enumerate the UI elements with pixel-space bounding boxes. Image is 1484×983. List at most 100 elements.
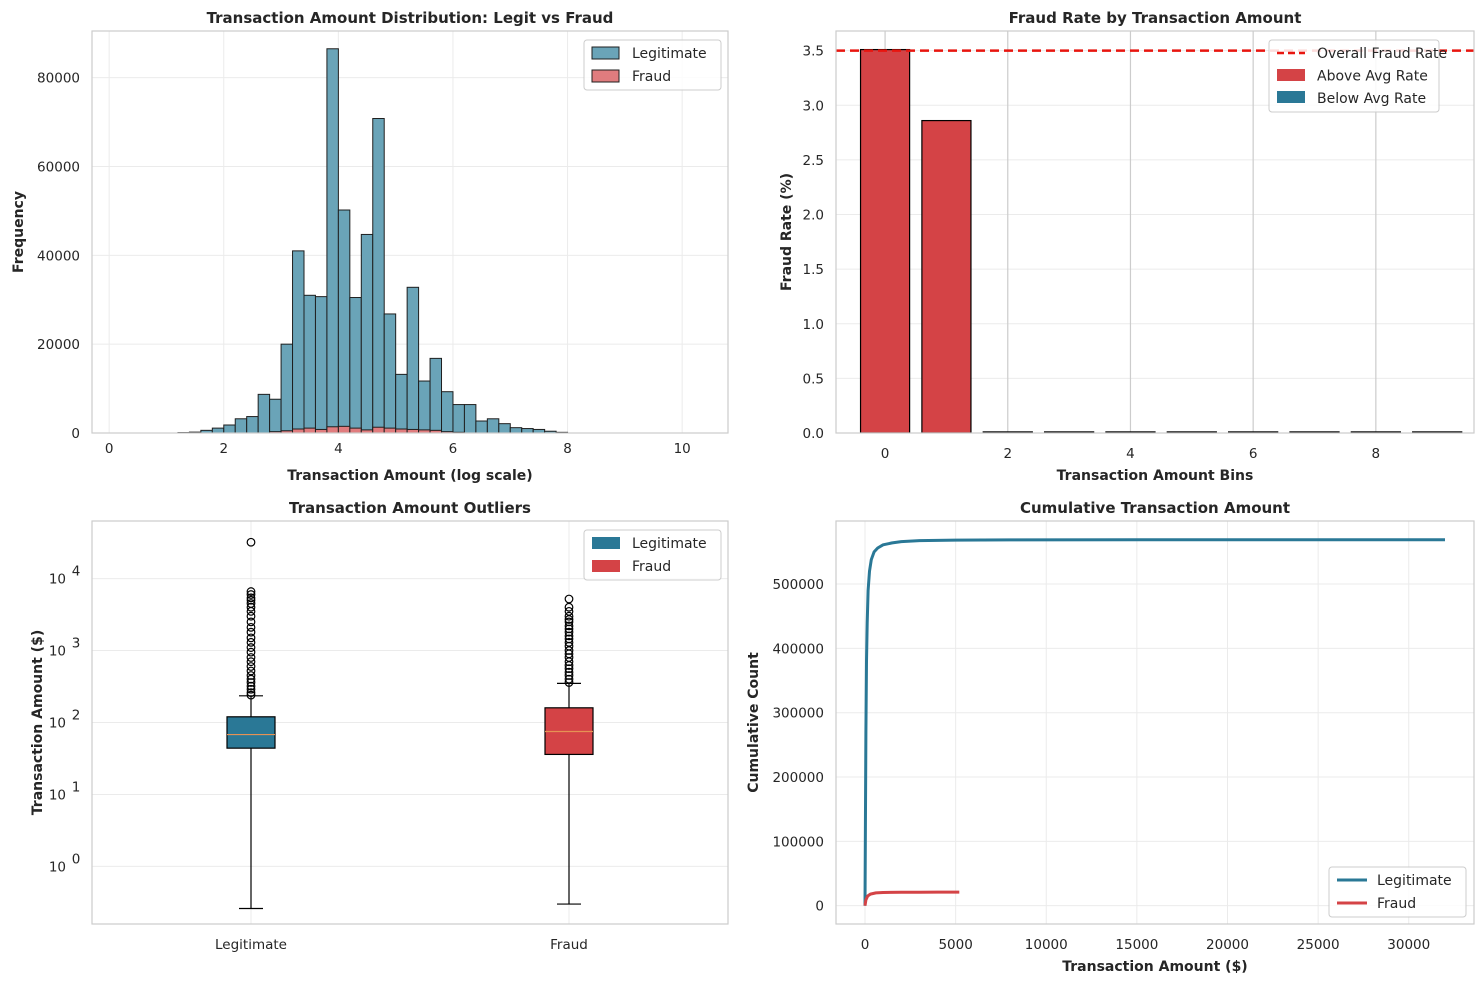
x-tick-label: 6 bbox=[449, 441, 458, 457]
y-tick-label: 10 bbox=[49, 716, 66, 732]
outlier-point bbox=[564, 678, 574, 687]
outlier-point bbox=[564, 594, 574, 604]
y-tick-label: 40000 bbox=[37, 248, 80, 264]
hist-bar-fraud bbox=[337, 425, 351, 433]
outlier-point bbox=[564, 653, 574, 662]
legend-swatch bbox=[591, 69, 620, 83]
y-tick-label: 10 bbox=[49, 787, 66, 803]
y-tick-label: 80000 bbox=[37, 71, 80, 87]
outlier-point bbox=[564, 674, 574, 684]
outlier-point bbox=[246, 633, 256, 643]
legend-swatch bbox=[1277, 91, 1305, 103]
cumulative-line-fraud bbox=[863, 890, 960, 906]
legend-swatch bbox=[592, 537, 620, 549]
legend-swatch bbox=[591, 46, 620, 60]
outlier-point bbox=[246, 681, 256, 691]
x-tick-label: 0 bbox=[881, 446, 890, 462]
y-tick-label: 0 bbox=[71, 426, 80, 442]
hist-bar-legitimate bbox=[246, 416, 259, 433]
legend-label: Below Avg Rate bbox=[1317, 91, 1426, 107]
y-tick-label: 1.5 bbox=[803, 262, 824, 278]
outlier-point bbox=[246, 590, 256, 599]
hist-bar-fraud bbox=[372, 426, 385, 433]
y-tick-label: 10 bbox=[49, 572, 66, 588]
outlier-point bbox=[246, 627, 256, 637]
y-tick-label: 400000 bbox=[772, 641, 824, 657]
series-lines bbox=[863, 538, 1445, 906]
outlier-point bbox=[564, 671, 574, 680]
iqr-box bbox=[226, 716, 276, 749]
outlier-point bbox=[564, 664, 574, 674]
hist-bar-legitimate bbox=[326, 48, 339, 433]
hist-bar-legitimate bbox=[292, 250, 305, 433]
y-axis-label: Transaction Amount ($) bbox=[30, 630, 46, 815]
y-tick-label: 500000 bbox=[772, 577, 824, 593]
x-tick-label: Legitimate bbox=[215, 937, 287, 953]
x-axis-label: Transaction Amount ($) bbox=[1062, 959, 1247, 975]
hist-bar-fraud bbox=[349, 427, 362, 433]
hist-bar-fraud bbox=[303, 427, 316, 433]
hist-bar-legitimate bbox=[211, 427, 225, 433]
x-tick-label: 2 bbox=[219, 441, 228, 457]
y-tick-label: 10 bbox=[49, 644, 66, 660]
y-tick-label: 2.0 bbox=[803, 208, 824, 224]
legend-label: Above Avg Rate bbox=[1317, 69, 1428, 85]
hist-bar-legitimate bbox=[314, 296, 328, 433]
fraud-rate-bar bbox=[921, 119, 972, 433]
hist-bar-legitimate bbox=[280, 343, 294, 433]
hist-bar-legitimate bbox=[452, 404, 465, 433]
hist-bar-legitimate bbox=[383, 313, 397, 433]
axes-frame bbox=[91, 520, 729, 925]
x-tick-label: 20000 bbox=[1206, 937, 1249, 953]
bars bbox=[177, 48, 569, 433]
y-axis-label: Frequency bbox=[11, 191, 27, 273]
x-tick-label: Fraud bbox=[550, 937, 588, 953]
axes-frame bbox=[835, 30, 1475, 434]
y-tick-exponent: 2 bbox=[72, 708, 81, 724]
outlier-point bbox=[564, 631, 574, 641]
legend-label: Legitimate bbox=[1377, 873, 1452, 889]
y-tick-label: 100000 bbox=[772, 834, 824, 850]
legend-label: Legitimate bbox=[632, 536, 707, 552]
hist-bar-legitimate bbox=[418, 380, 431, 433]
outlier-point bbox=[246, 622, 256, 632]
y-tick-label: 200000 bbox=[772, 770, 824, 786]
hist-bar-legitimate bbox=[269, 398, 282, 433]
y-axis-label: Fraud Rate (%) bbox=[779, 173, 795, 291]
hist-bar-legitimate bbox=[429, 357, 443, 433]
y-tick-exponent: 1 bbox=[72, 779, 81, 795]
outlier-point bbox=[564, 617, 574, 627]
hist-bar-legitimate bbox=[372, 118, 385, 433]
outlier-point bbox=[564, 621, 574, 631]
outlier-point bbox=[564, 634, 574, 644]
x-tick-label: 25000 bbox=[1297, 937, 1340, 953]
x-tick-label: 10000 bbox=[1025, 937, 1068, 953]
y-tick-label: 10 bbox=[49, 859, 66, 875]
x-axis-label: Transaction Amount Bins bbox=[1057, 468, 1254, 484]
x-tick-label: 4 bbox=[1126, 446, 1135, 462]
x-tick-label: 5000 bbox=[938, 937, 972, 953]
box-legitimate bbox=[226, 537, 276, 910]
outlier-point bbox=[246, 587, 256, 596]
y-tick-label: 300000 bbox=[772, 706, 824, 722]
x-tick-label: 8 bbox=[563, 441, 572, 457]
fraud-rate-panel: 0.0 0.5 1.0 1.5 2.0 2.5 3.0 3.5 0 2 4 6 8 Fraud Rate … bbox=[779, 9, 1475, 484]
outlier-point bbox=[246, 595, 256, 605]
outlier-point bbox=[246, 593, 256, 603]
y-tick-label: 0 bbox=[815, 899, 824, 915]
y-tick-label: 20000 bbox=[37, 337, 80, 353]
outlier-point bbox=[246, 678, 256, 687]
outlier-point bbox=[246, 657, 256, 667]
hist-bar-legitimate bbox=[509, 427, 523, 433]
box-fraud bbox=[544, 594, 594, 905]
outlier-point bbox=[564, 667, 574, 677]
y-tick-label: 60000 bbox=[37, 159, 80, 175]
x-tick-label: 8 bbox=[1372, 446, 1381, 462]
x-tick-label: 6 bbox=[1249, 446, 1258, 462]
outlier-point bbox=[246, 688, 256, 698]
y-tick-label: 1.0 bbox=[803, 317, 824, 333]
hist-bar-fraud bbox=[383, 427, 397, 433]
x-tick-label: 10 bbox=[674, 441, 691, 457]
hist-bar-legitimate bbox=[406, 286, 420, 433]
